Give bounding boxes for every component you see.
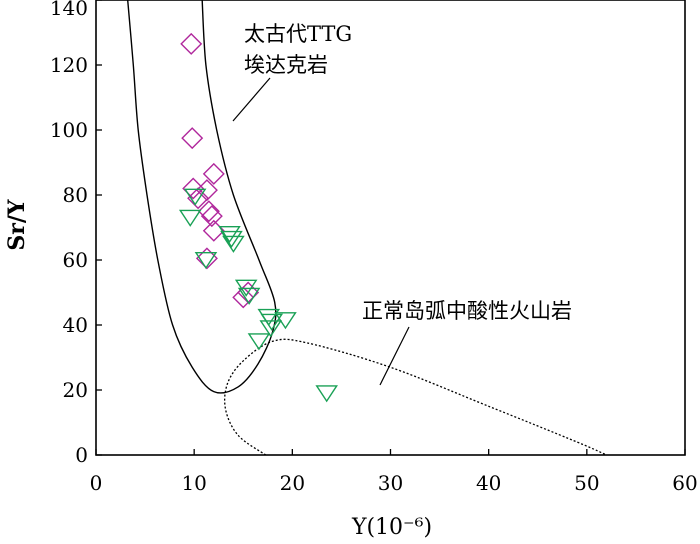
y-tick-label: 120 [50, 53, 88, 77]
region-outline-1 [223, 338, 607, 456]
x-tick-label: 0 [90, 471, 103, 495]
ttg-region-label-line2: 埃达克岩 [244, 53, 328, 77]
y-tick-label: 80 [63, 183, 88, 207]
triangle-point [315, 385, 338, 403]
x-tick-label: 40 [476, 471, 501, 495]
y-axis-title: Sr/Y [4, 199, 30, 251]
y-tick-label: 140 [50, 0, 88, 20]
data-points [178, 32, 338, 403]
region-outlines [126, 0, 607, 456]
y-tick-label: 40 [63, 313, 88, 337]
triangle-point [237, 287, 261, 305]
triangle-point [220, 230, 243, 249]
x-tick-label: 60 [672, 471, 697, 495]
x-tick-label: 10 [181, 471, 206, 495]
y-tick-label: 20 [63, 378, 88, 402]
triangle-point [247, 333, 271, 351]
diamond-point [232, 286, 255, 309]
diamond-point [182, 177, 205, 200]
y-tick-label: 0 [75, 443, 88, 467]
x-axis-title: Y(10⁻⁶) [351, 515, 432, 540]
diamond-point [180, 32, 203, 55]
y-tick-label: 100 [50, 118, 88, 142]
diamond-point [200, 205, 223, 228]
arc-region-label: 正常岛弧中酸性火山岩 [362, 299, 572, 323]
axes: 0 10 20 30 40 50 60 0 20 40 60 80 100 120 140 [50, 0, 698, 495]
triangle-point [260, 313, 284, 331]
x-tick-label: 20 [280, 471, 305, 495]
ttg-region-leader-line [232, 77, 271, 122]
triangle-point [218, 225, 241, 244]
triangle-point [194, 251, 218, 270]
y-tick-label: 60 [63, 248, 88, 272]
x-tick-label: 30 [378, 471, 403, 495]
triangle-point [222, 235, 245, 253]
arc-region-leader-line [379, 326, 410, 386]
diamond-point [181, 127, 204, 150]
ttg-region-label-line1: 太古代TTG [244, 22, 352, 46]
region-outline-0 [126, 0, 277, 394]
triangle-point [259, 320, 283, 338]
plot-frame [95, 0, 686, 456]
diamond-point [195, 179, 218, 202]
diamond-point [202, 162, 225, 185]
triangle-point [178, 209, 202, 227]
diamond-point [187, 187, 210, 210]
triangle-point [183, 188, 207, 206]
x-tick-label: 50 [574, 471, 599, 495]
diamond-point [197, 200, 220, 223]
